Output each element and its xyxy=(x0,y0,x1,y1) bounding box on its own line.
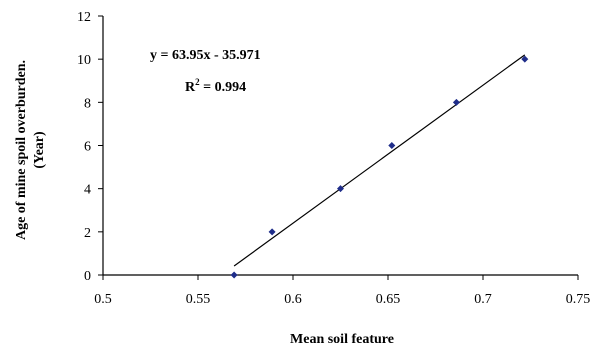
y-tick-label: 8 xyxy=(84,96,91,111)
x-tick-label: 0.55 xyxy=(186,292,211,307)
y-tick-label: 4 xyxy=(84,183,91,198)
trendline xyxy=(233,54,526,267)
x-tick-label: 0.75 xyxy=(566,292,591,307)
x-tick-label: 0.5 xyxy=(94,292,112,307)
data-point xyxy=(521,55,529,63)
data-point xyxy=(452,98,460,106)
data-point xyxy=(337,185,344,193)
trendline-layer xyxy=(233,54,526,267)
x-tick-label: 0.6 xyxy=(284,292,302,307)
y-tick-label: 2 xyxy=(84,226,91,241)
y-tick-label: 10 xyxy=(77,53,91,68)
trendline-equation: y = 63.95x - 35.971 xyxy=(150,48,261,63)
r-squared-exponent: 2 xyxy=(195,77,200,87)
data-point xyxy=(268,228,276,236)
data-point xyxy=(230,271,238,279)
y-tick-label: 6 xyxy=(84,140,91,155)
data-points-layer xyxy=(230,55,529,279)
r-squared-label: R2 = 0.994 xyxy=(185,77,246,95)
ticks-layer: 0.5 0.55 0.6 0.65 0.7 0.75 0 2 4 6 8 10 12 xyxy=(77,10,590,307)
x-tick-label: 0.7 xyxy=(474,292,492,307)
y-axis-title-line-1: Age of mine spoil overburden. xyxy=(14,60,29,240)
data-point xyxy=(388,142,396,149)
y-axis-title: Age of mine spoil overburden. (Year) xyxy=(14,60,47,240)
y-tick-label: 0 xyxy=(84,269,91,284)
y-axis-title-line-2: (Year) xyxy=(32,131,47,169)
r-squared-prefix: R xyxy=(185,80,196,95)
x-axis-title: Mean soil feature xyxy=(290,332,394,347)
trendline-annotation: y = 63.95x - 35.971 R2 = 0.994 xyxy=(150,48,261,95)
y-tick-label: 12 xyxy=(77,10,91,25)
r-squared-value: = 0.994 xyxy=(200,80,246,95)
x-tick-label: 0.65 xyxy=(376,292,401,307)
